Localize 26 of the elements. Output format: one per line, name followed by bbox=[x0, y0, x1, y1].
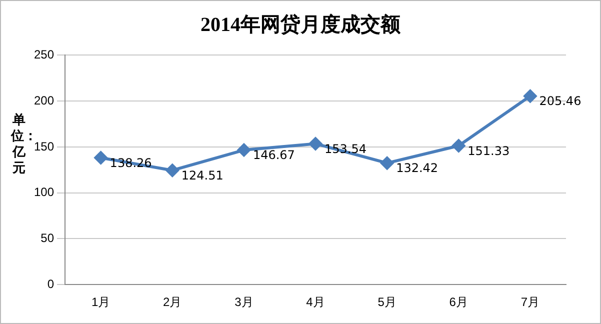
x-tick-label: 1月 bbox=[91, 295, 110, 310]
y-tick-label: 100 bbox=[34, 185, 54, 200]
y-tick-label: 250 bbox=[34, 48, 54, 62]
point bbox=[380, 156, 394, 170]
x-tick-label: 3月 bbox=[234, 295, 254, 310]
y-tick-label: 0 bbox=[47, 276, 54, 291]
point bbox=[237, 144, 250, 157]
x-tick-label: 6月 bbox=[449, 295, 468, 310]
y-tick-label: 50 bbox=[40, 231, 54, 246]
data-label: 205.46 bbox=[539, 94, 582, 108]
data-label: 146.67 bbox=[252, 148, 295, 162]
point bbox=[166, 164, 179, 177]
point bbox=[452, 139, 466, 152]
chart-title: 2014年网贷月度成交额 bbox=[200, 12, 402, 38]
point bbox=[94, 151, 108, 164]
x-tick-label: 7月 bbox=[520, 295, 540, 310]
data-label: 132.42 bbox=[396, 161, 438, 176]
y-tick-label: 200 bbox=[34, 93, 54, 108]
x-tick-label: 4月 bbox=[306, 295, 325, 310]
x-tick-label: 2月 bbox=[163, 295, 182, 310]
x-tick-label: 5月 bbox=[378, 295, 396, 310]
point bbox=[309, 137, 322, 150]
data-label: 151.33 bbox=[468, 144, 510, 158]
y-tick-label: 150 bbox=[34, 139, 54, 154]
point bbox=[524, 90, 537, 103]
data-label: 124.51 bbox=[181, 168, 224, 182]
